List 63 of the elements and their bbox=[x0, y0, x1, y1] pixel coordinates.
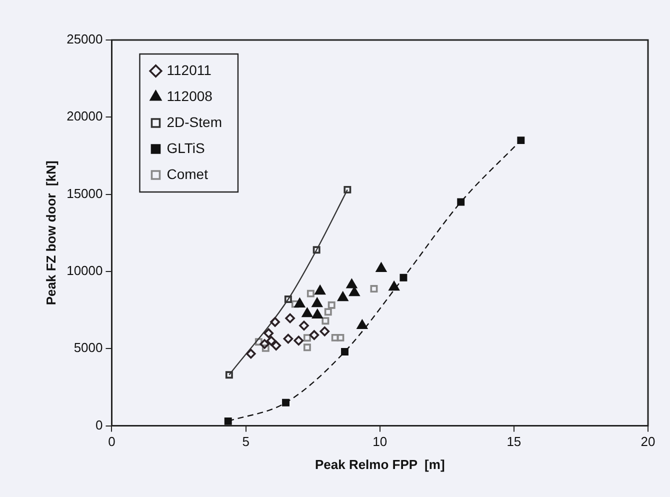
y-tick-label: 15000 bbox=[66, 186, 103, 201]
point bbox=[336, 334, 344, 342]
point bbox=[312, 309, 323, 319]
point bbox=[400, 274, 408, 282]
point bbox=[303, 334, 311, 342]
legend-label: 112011 bbox=[166, 62, 212, 78]
point bbox=[294, 298, 305, 308]
y-tick-label: 5000 bbox=[74, 340, 103, 356]
point bbox=[324, 308, 332, 316]
point bbox=[264, 328, 274, 338]
point bbox=[306, 290, 314, 298]
point bbox=[346, 279, 357, 288]
point bbox=[225, 371, 233, 379]
point bbox=[294, 336, 304, 346]
point bbox=[349, 286, 360, 296]
point bbox=[338, 292, 348, 302]
point bbox=[388, 281, 400, 291]
point bbox=[260, 339, 270, 349]
y-tick-label: 20000 bbox=[66, 108, 103, 124]
point bbox=[224, 417, 232, 425]
point bbox=[320, 326, 330, 336]
point bbox=[344, 186, 352, 194]
x-tick-label: 20 bbox=[640, 434, 656, 450]
point bbox=[284, 296, 292, 303]
point bbox=[457, 198, 465, 206]
x-tick-label: 15 bbox=[506, 434, 522, 450]
point bbox=[314, 285, 326, 295]
point bbox=[370, 285, 378, 292]
point bbox=[331, 334, 339, 342]
point bbox=[376, 262, 386, 272]
legend-label: 2D-Stem bbox=[166, 114, 222, 130]
point bbox=[517, 136, 525, 144]
point bbox=[302, 308, 312, 318]
point bbox=[291, 300, 299, 308]
point bbox=[262, 344, 270, 352]
point bbox=[283, 334, 294, 344]
legend-label: Comet bbox=[166, 166, 208, 182]
y-tick-label: 25000 bbox=[66, 32, 103, 47]
point bbox=[312, 298, 322, 308]
point bbox=[309, 330, 320, 340]
legend-label: GLTiS bbox=[166, 140, 205, 156]
point bbox=[254, 338, 262, 346]
point bbox=[303, 344, 311, 352]
point bbox=[282, 398, 290, 406]
point bbox=[356, 320, 368, 330]
point bbox=[285, 313, 295, 324]
point bbox=[299, 320, 309, 331]
point bbox=[312, 246, 320, 254]
y-axis-title: Peak FZ bow door [kN] bbox=[43, 160, 58, 306]
x-tick-label: 0 bbox=[108, 434, 116, 450]
point bbox=[271, 340, 282, 350]
point bbox=[322, 317, 330, 325]
y-tick-label: 10000 bbox=[66, 263, 103, 278]
x-axis-title: Peak Relmo FPP [m] bbox=[314, 456, 445, 472]
point bbox=[246, 348, 256, 359]
x-tick-label: 5 bbox=[242, 434, 250, 450]
point bbox=[266, 336, 276, 346]
point bbox=[328, 301, 336, 309]
point bbox=[341, 348, 348, 356]
legend-label: 112008 bbox=[166, 88, 213, 104]
x-tick-label: 10 bbox=[372, 434, 388, 450]
point bbox=[270, 317, 280, 327]
y-tick-label: 0 bbox=[96, 417, 103, 432]
